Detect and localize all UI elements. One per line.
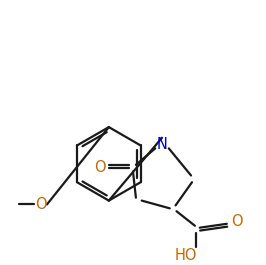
Text: HO: HO bbox=[175, 248, 197, 263]
Text: N: N bbox=[157, 137, 168, 152]
Text: O: O bbox=[231, 214, 242, 229]
Text: O: O bbox=[94, 160, 106, 175]
Text: O: O bbox=[35, 197, 47, 212]
